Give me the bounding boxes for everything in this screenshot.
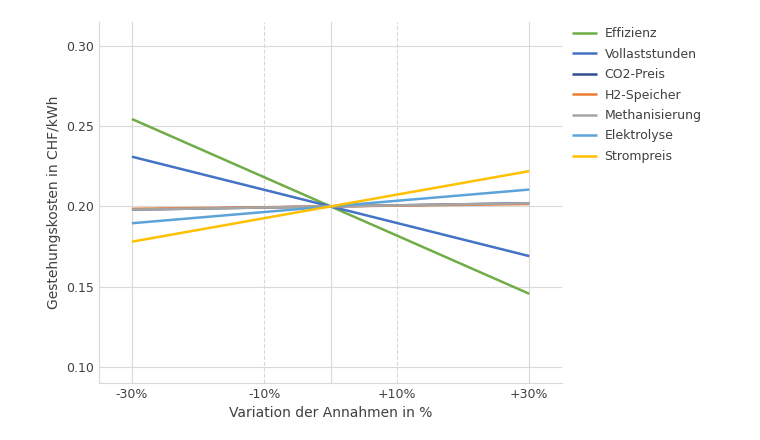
Y-axis label: Gestehungskosten in CHF/kWh: Gestehungskosten in CHF/kWh — [46, 96, 61, 309]
X-axis label: Variation der Annahmen in %: Variation der Annahmen in % — [229, 406, 432, 420]
Legend: Effizienz, Vollaststunden, CO2-Preis, H2-Speicher, Methanisierung, Elektrolyse, : Effizienz, Vollaststunden, CO2-Preis, H2… — [567, 22, 707, 168]
